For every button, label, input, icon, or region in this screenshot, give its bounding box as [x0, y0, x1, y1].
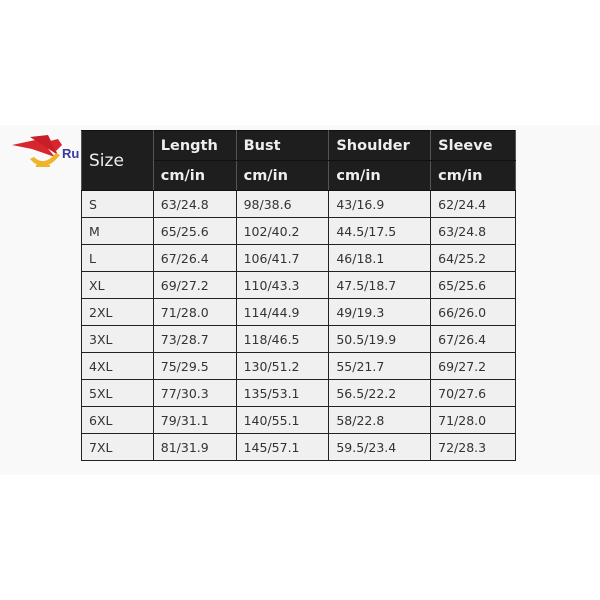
measurement-cell: 59.5/23.4 — [328, 433, 432, 461]
measurement-cell: 67/26.4 — [430, 325, 516, 353]
column-header-shoulder: Shoulder — [328, 130, 432, 161]
measurement-cell: 71/28.0 — [152, 298, 237, 326]
table-row: 5XL 77/30.3 135/53.1 56.5/22.2 70/27.6 — [81, 379, 516, 407]
size-cell: 5XL — [81, 379, 154, 407]
size-chart-table: Size Length Bust Shoulder Sleeve cm/in c… — [81, 130, 516, 461]
measurement-cell: 69/27.2 — [430, 352, 516, 380]
size-cell: S — [81, 190, 154, 218]
measurement-cell: 44.5/17.5 — [328, 217, 432, 245]
size-cell: XL — [81, 271, 154, 299]
measurement-cell: 55/21.7 — [328, 352, 432, 380]
measurement-cell: 130/51.2 — [235, 352, 330, 380]
measurement-cell: 70/27.6 — [430, 379, 516, 407]
measurement-cell: 102/40.2 — [235, 217, 330, 245]
measurement-cell: 106/41.7 — [235, 244, 330, 272]
measurement-cell: 73/28.7 — [152, 325, 237, 353]
measurement-cell: 114/44.9 — [235, 298, 330, 326]
size-cell: M — [81, 217, 154, 245]
measurement-cell: 63/24.8 — [152, 190, 237, 218]
unit-header: cm/in — [430, 160, 516, 191]
size-cell: 7XL — [81, 433, 154, 461]
size-cell: 4XL — [81, 352, 154, 380]
table-row: M 65/25.6 102/40.2 44.5/17.5 63/24.8 — [81, 217, 516, 245]
size-cell: 3XL — [81, 325, 154, 353]
measurement-cell: 66/26.0 — [430, 298, 516, 326]
unit-header: cm/in — [235, 160, 330, 191]
size-header: Size — [81, 130, 154, 191]
column-header-sleeve: Sleeve — [430, 130, 516, 161]
column-header-bust: Bust — [235, 130, 330, 161]
measurement-cell: 81/31.9 — [152, 433, 237, 461]
table-row: L 67/26.4 106/41.7 46/18.1 64/25.2 — [81, 244, 516, 272]
table-row: 6XL 79/31.1 140/55.1 58/22.8 71/28.0 — [81, 406, 516, 434]
unit-header: cm/in — [152, 160, 237, 191]
measurement-cell: 65/25.6 — [152, 217, 237, 245]
table-row: S 63/24.8 98/38.6 43/16.9 62/24.4 — [81, 190, 516, 218]
measurement-cell: 77/30.3 — [152, 379, 237, 407]
measurement-cell: 98/38.6 — [235, 190, 330, 218]
unit-header: cm/in — [328, 160, 432, 191]
size-cell: 2XL — [81, 298, 154, 326]
brand-logo-icon — [12, 135, 62, 167]
measurement-cell: 69/27.2 — [152, 271, 237, 299]
measurement-cell: 110/43.3 — [235, 271, 330, 299]
header-row-labels: Size Length Bust Shoulder Sleeve — [81, 130, 516, 191]
column-header-length: Length — [152, 130, 237, 161]
measurement-cell: 43/16.9 — [328, 190, 432, 218]
measurement-cell: 72/28.3 — [430, 433, 516, 461]
measurement-cell: 64/25.2 — [430, 244, 516, 272]
measurement-cell: 79/31.1 — [152, 406, 237, 434]
table-row: XL 69/27.2 110/43.3 47.5/18.7 65/25.6 — [81, 271, 516, 299]
measurement-cell: 58/22.8 — [328, 406, 432, 434]
size-cell: 6XL — [81, 406, 154, 434]
measurement-cell: 63/24.8 — [430, 217, 516, 245]
measurement-cell: 75/29.5 — [152, 352, 237, 380]
measurement-cell: 65/25.6 — [430, 271, 516, 299]
table-row: 7XL 81/31.9 145/57.1 59.5/23.4 72/28.3 — [81, 433, 516, 461]
measurement-cell: 135/53.1 — [235, 379, 330, 407]
logo-text: Ru — [62, 146, 80, 161]
measurement-cell: 145/57.1 — [235, 433, 330, 461]
table-row: 3XL 73/28.7 118/46.5 50.5/19.9 67/26.4 — [81, 325, 516, 353]
table-row: 4XL 75/29.5 130/51.2 55/21.7 69/27.2 — [81, 352, 516, 380]
measurement-cell: 49/19.3 — [328, 298, 432, 326]
measurement-cell: 56.5/22.2 — [328, 379, 432, 407]
measurement-cell: 118/46.5 — [235, 325, 330, 353]
table-row: 2XL 71/28.0 114/44.9 49/19.3 66/26.0 — [81, 298, 516, 326]
measurement-cell: 62/24.4 — [430, 190, 516, 218]
measurement-cell: 67/26.4 — [152, 244, 237, 272]
measurement-cell: 47.5/18.7 — [328, 271, 432, 299]
measurement-cell: 71/28.0 — [430, 406, 516, 434]
measurement-cell: 46/18.1 — [328, 244, 432, 272]
size-cell: L — [81, 244, 154, 272]
measurement-cell: 50.5/19.9 — [328, 325, 432, 353]
measurement-cell: 140/55.1 — [235, 406, 330, 434]
